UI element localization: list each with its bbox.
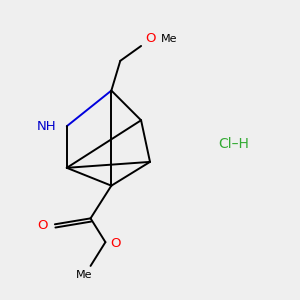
- Text: Me: Me: [160, 34, 177, 44]
- Text: Me: Me: [76, 270, 93, 280]
- Text: O: O: [146, 32, 156, 45]
- Text: O: O: [37, 219, 47, 232]
- Text: NH: NH: [37, 120, 56, 133]
- Text: Cl–H: Cl–H: [218, 137, 249, 151]
- Text: O: O: [110, 237, 120, 250]
